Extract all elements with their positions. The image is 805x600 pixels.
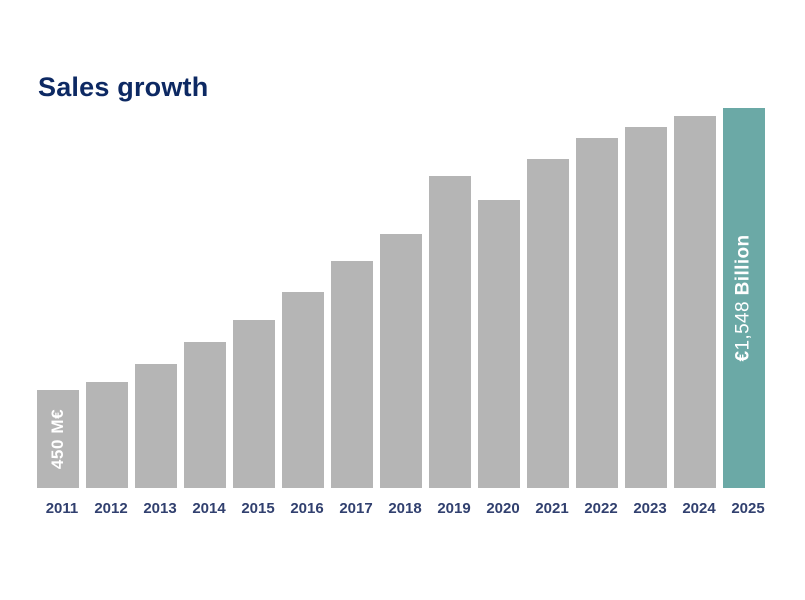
x-axis-label-2015: 2015 (241, 500, 275, 517)
bar-2012 (86, 382, 128, 488)
unit-text: Billion (733, 234, 755, 302)
x-axis-label-2023: 2023 (633, 500, 667, 517)
last-bar-value-label: €1,548 Billion (733, 234, 755, 361)
bar-2022 (576, 138, 618, 488)
bar-2017 (331, 261, 373, 488)
x-axis-label-2018: 2018 (388, 500, 422, 517)
bar-2013 (135, 364, 177, 488)
page-title: Sales growth (38, 72, 209, 102)
bar-2023 (625, 127, 667, 488)
x-axis-label-2011: 2011 (45, 500, 79, 517)
bar-2025: €1,548 Billion (723, 108, 765, 488)
x-axis-label-2021: 2021 (535, 500, 569, 517)
bar-2011: 450 M€ (37, 390, 79, 488)
x-axis-label-2017: 2017 (339, 500, 373, 517)
amount-text: 1,548 (733, 301, 755, 351)
bar-2014 (184, 342, 226, 488)
x-axis-label-2022: 2022 (584, 500, 618, 517)
x-axis-label-2014: 2014 (192, 500, 226, 517)
x-axis-label-2020: 2020 (486, 500, 520, 517)
bar-2015 (233, 320, 275, 488)
x-axis-label-2013: 2013 (143, 500, 177, 517)
bar-2018 (380, 234, 422, 488)
bar-2024 (674, 116, 716, 488)
x-axis-label-2024: 2024 (682, 500, 716, 517)
x-axis-label-2025: 2025 (731, 500, 765, 517)
currency-symbol: € (733, 350, 755, 362)
bar-chart: 450 M€ €1,548 Billion (37, 108, 765, 488)
x-axis-labels: 2011 2012 2013 2014 2015 2016 2017 2018 2019 2020… (41, 500, 769, 517)
x-axis-label-2019: 2019 (437, 500, 471, 517)
bar-2021 (527, 159, 569, 488)
x-axis-label-2012: 2012 (94, 500, 128, 517)
bar-2020 (478, 200, 520, 488)
bar-2016 (282, 292, 324, 488)
x-axis-label-2016: 2016 (290, 500, 324, 517)
first-bar-value-label: 450 M€ (48, 408, 67, 470)
bar-2019 (429, 176, 471, 488)
